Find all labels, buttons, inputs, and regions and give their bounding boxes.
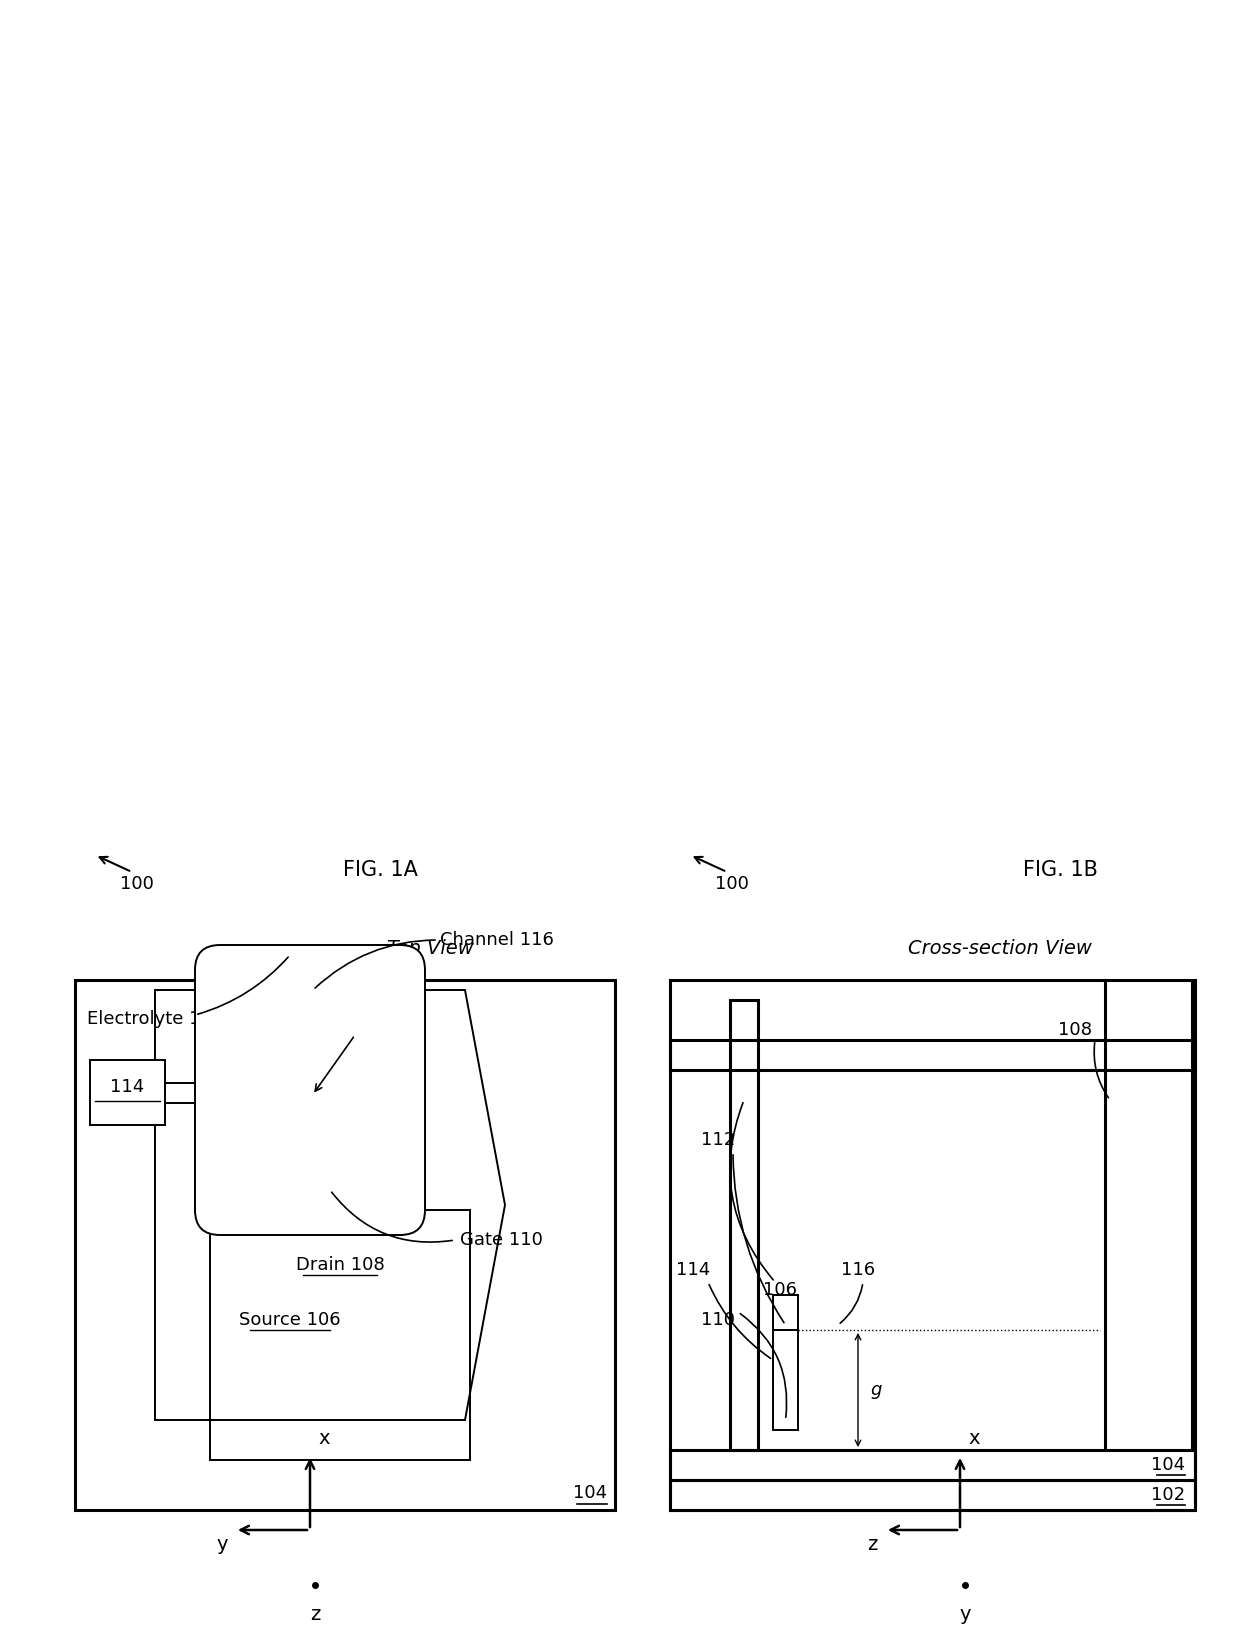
Text: 104: 104 bbox=[573, 1484, 608, 1502]
Bar bbox=[773, 1295, 799, 1329]
Text: 100: 100 bbox=[120, 875, 154, 893]
Text: 104: 104 bbox=[1151, 1456, 1185, 1474]
Text: Gate 110: Gate 110 bbox=[460, 1232, 543, 1250]
Text: Electrolyte 112: Electrolyte 112 bbox=[87, 1010, 223, 1028]
Text: Source 106: Source 106 bbox=[239, 1311, 341, 1329]
Bar bbox=[670, 1481, 1195, 1510]
Text: 108: 108 bbox=[1058, 1022, 1092, 1040]
Text: x: x bbox=[968, 1429, 980, 1448]
Bar bbox=[730, 1001, 758, 1450]
Text: x: x bbox=[317, 1429, 330, 1448]
Bar bbox=[773, 1329, 799, 1430]
Text: Top View: Top View bbox=[387, 939, 474, 958]
Text: 114: 114 bbox=[676, 1261, 711, 1279]
Text: Drain 108: Drain 108 bbox=[295, 1256, 384, 1274]
Text: g: g bbox=[870, 1381, 882, 1399]
Bar bbox=[210, 1210, 470, 1459]
Text: 114: 114 bbox=[110, 1079, 145, 1097]
Bar bbox=[670, 979, 1195, 1510]
Bar bbox=[74, 979, 615, 1510]
Text: FIG. 1B: FIG. 1B bbox=[1023, 861, 1097, 880]
Text: y: y bbox=[217, 1534, 228, 1554]
Text: 110: 110 bbox=[701, 1311, 735, 1329]
Text: y: y bbox=[960, 1604, 971, 1624]
Bar bbox=[670, 1040, 1195, 1071]
Text: Channel 116: Channel 116 bbox=[440, 931, 554, 949]
Text: 106: 106 bbox=[763, 1280, 797, 1298]
Text: 112: 112 bbox=[701, 1131, 735, 1149]
Text: 102: 102 bbox=[1151, 1485, 1185, 1503]
Text: z: z bbox=[310, 1604, 320, 1624]
FancyBboxPatch shape bbox=[195, 945, 425, 1235]
Text: FIG. 1A: FIG. 1A bbox=[342, 861, 418, 880]
Bar bbox=[280, 1071, 345, 1110]
Bar bbox=[265, 1054, 360, 1124]
Text: 100: 100 bbox=[715, 875, 749, 893]
Bar bbox=[91, 1061, 165, 1124]
Text: 116: 116 bbox=[841, 1261, 875, 1279]
Text: z: z bbox=[868, 1534, 878, 1554]
Text: Cross-section View: Cross-section View bbox=[908, 939, 1092, 958]
Bar bbox=[670, 1450, 1195, 1481]
